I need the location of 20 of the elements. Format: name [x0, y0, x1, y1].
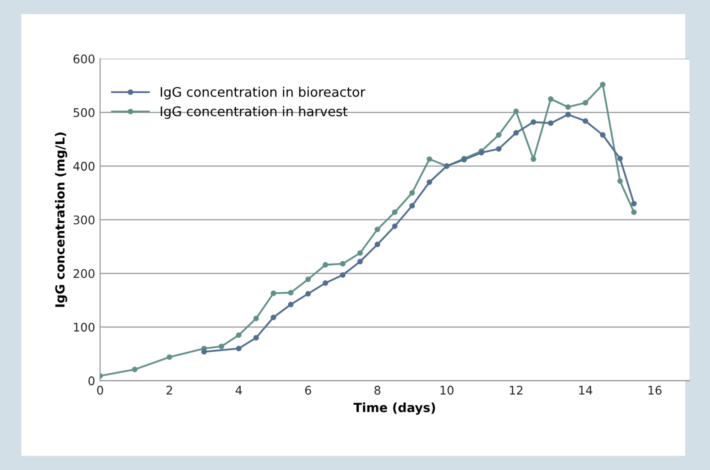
y-tick-label: 0 [88, 376, 94, 386]
y-tick-label: 100 [74, 322, 94, 332]
x-tick-label: 0 [97, 386, 104, 395]
y-tick-label: 500 [74, 108, 94, 118]
y-tick-label: 300 [74, 215, 94, 224]
x-tick-label: 4 [236, 386, 242, 395]
legend-label: IgG concentration in harvest [160, 106, 348, 119]
y-tick-label: 200 [74, 269, 94, 278]
x-axis-title: Time (days) [353, 402, 436, 415]
x-tick-label: 16 [648, 386, 662, 395]
x-tick-label: 2 [166, 386, 172, 395]
x-tick-label: 6 [305, 386, 312, 395]
x-tick-label: 8 [374, 386, 380, 395]
legend-label: IgG concentration in bioreactor [160, 86, 366, 100]
x-tick-label: 10 [440, 386, 454, 395]
y-axis-title: IgG concentration (mg/L) [54, 132, 68, 307]
y-tick-label: 400 [73, 162, 94, 171]
x-tick-label: 12 [510, 386, 522, 395]
x-tick-label: 14 [579, 386, 592, 395]
y-tick-label: 600 [74, 54, 94, 64]
